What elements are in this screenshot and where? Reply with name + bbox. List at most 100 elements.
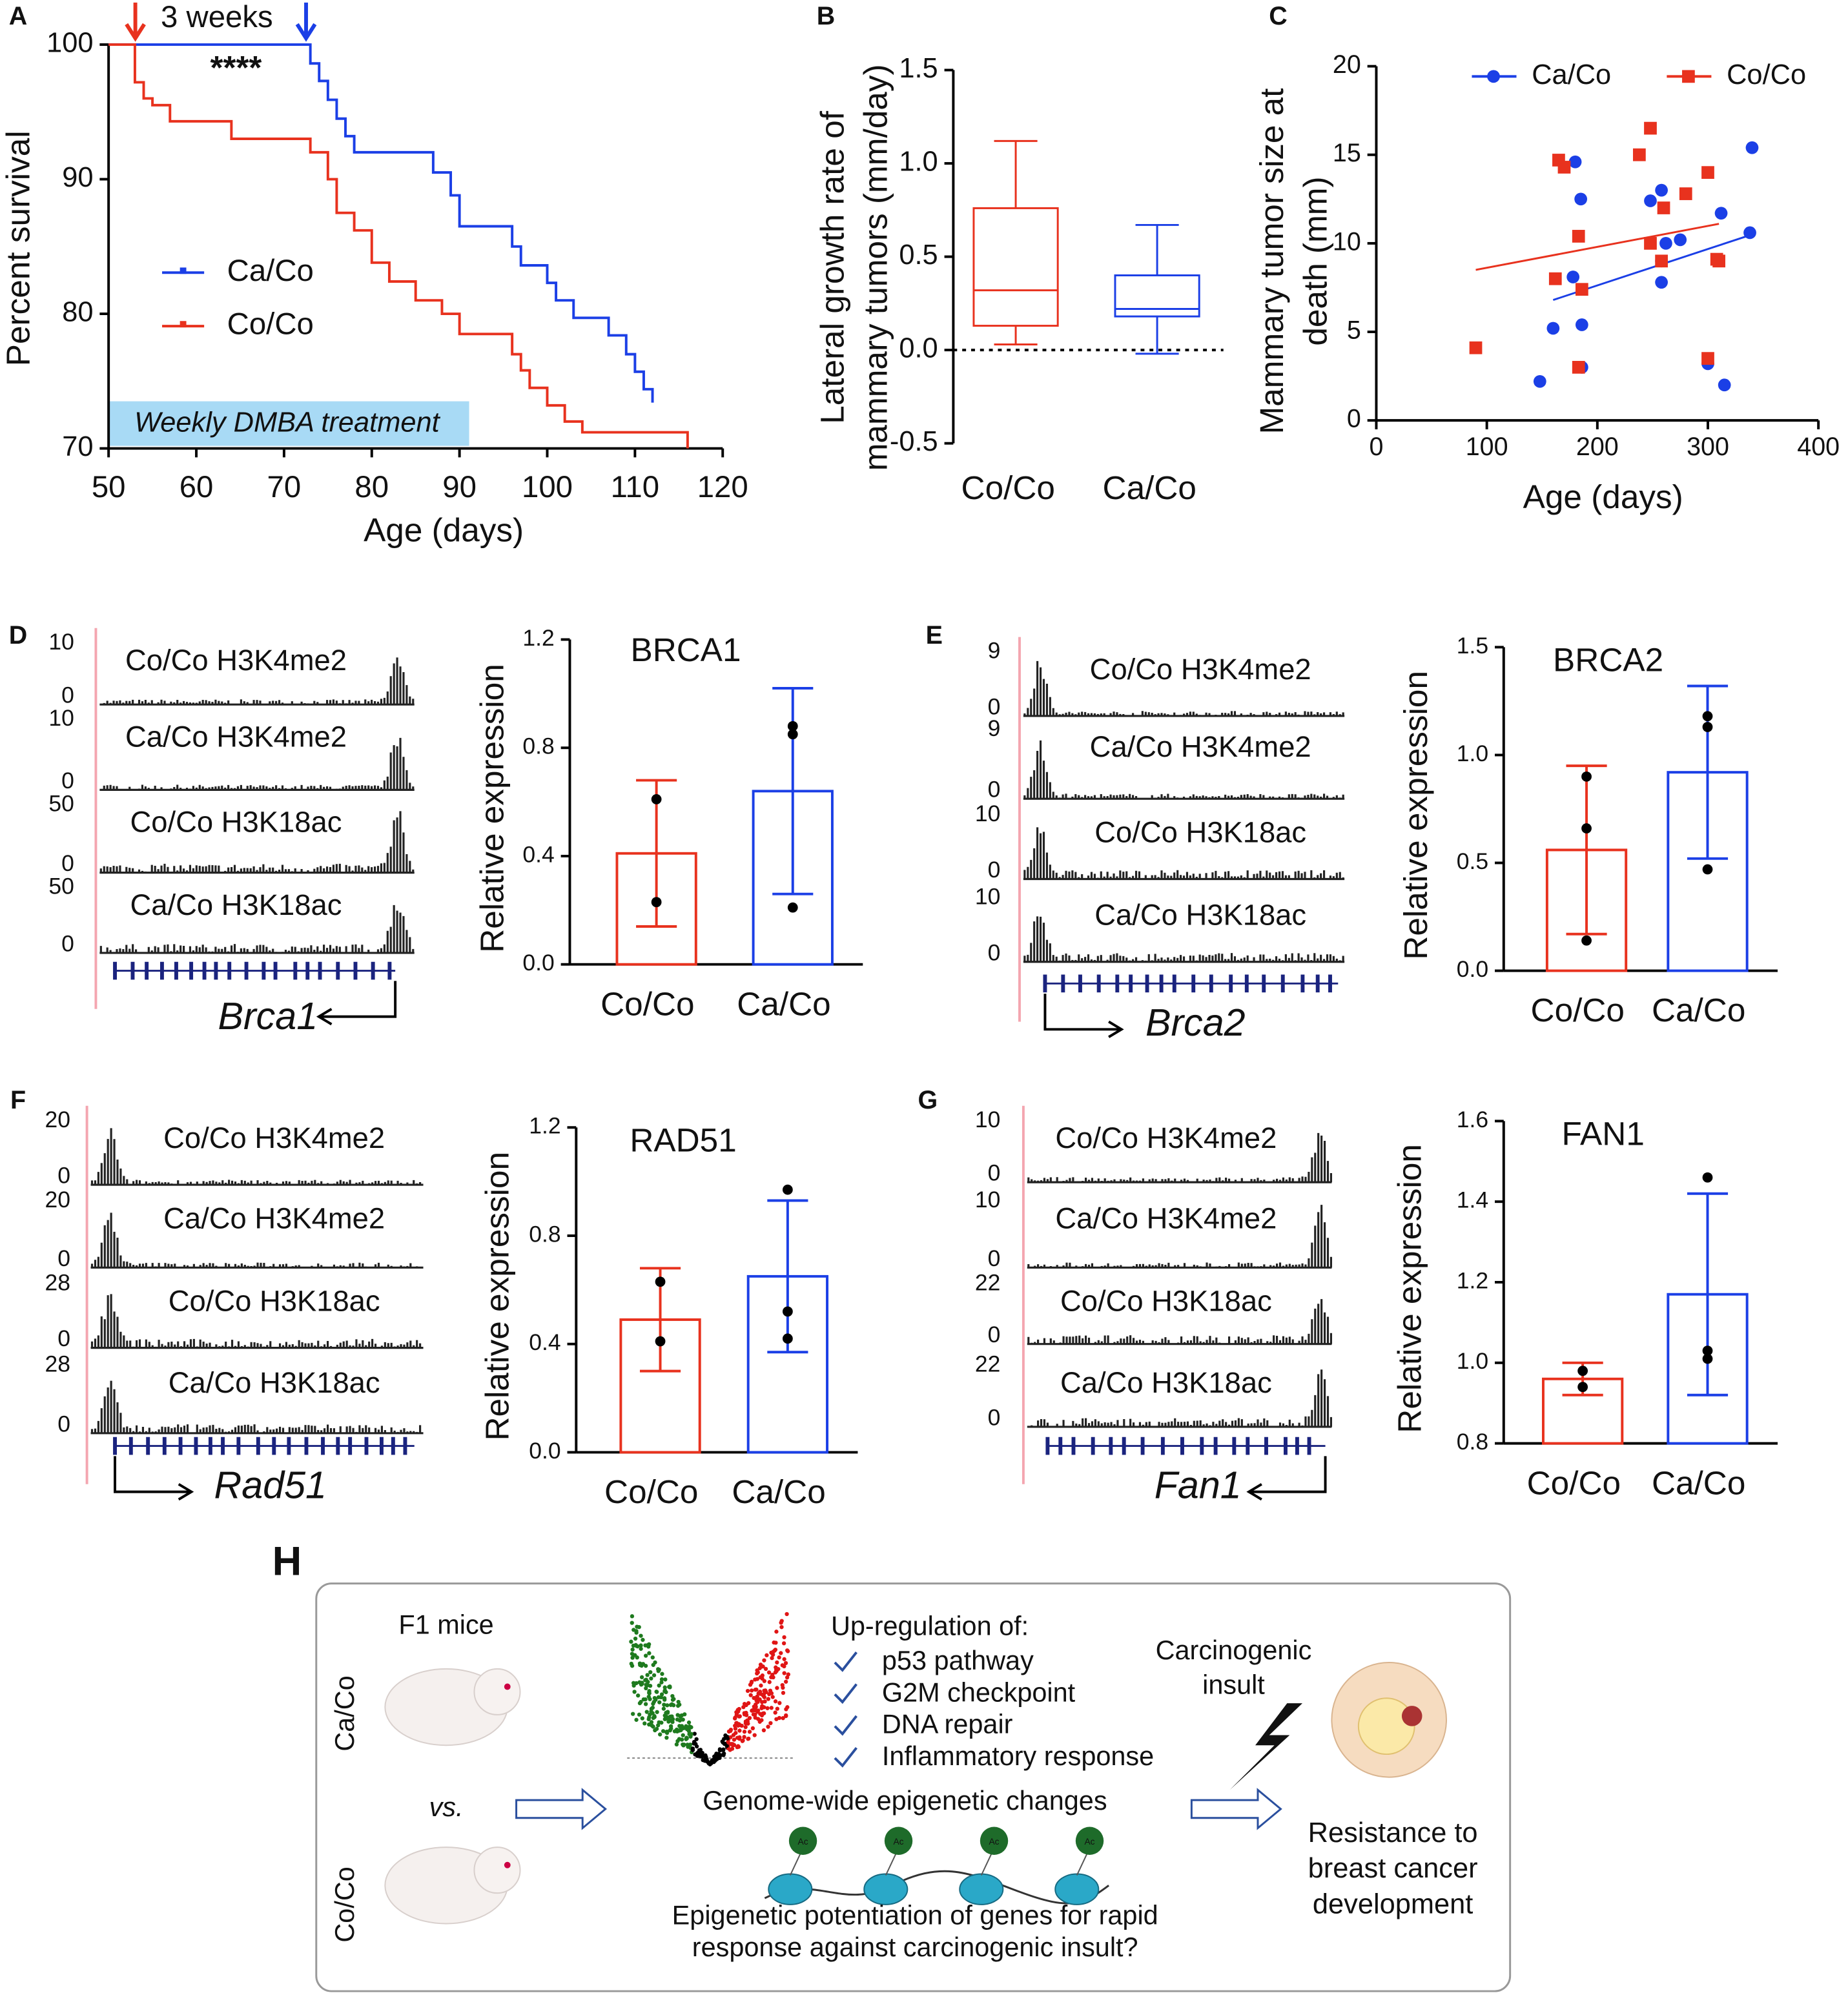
volcano-dot — [779, 1651, 783, 1655]
acetyl-label: Ac — [893, 1836, 903, 1847]
data-point — [1577, 1366, 1588, 1376]
volcano-dot — [782, 1657, 786, 1661]
volcano-dot — [659, 1677, 664, 1682]
track-label: Co/Co H3K4me2 — [1090, 653, 1311, 686]
track-scale: 0 — [57, 1163, 70, 1189]
y-axis-label: Relative expression — [1391, 1144, 1428, 1433]
chart-title: BRCA2 — [1553, 642, 1663, 679]
volcano-dot — [681, 1742, 685, 1747]
list-item: p53 pathway — [882, 1645, 1034, 1675]
acetyl-label: Ac — [989, 1836, 999, 1847]
volcano-dot — [773, 1699, 778, 1704]
volcano-dot — [648, 1670, 653, 1675]
track-label: Co/Co H3K4me2 — [125, 644, 347, 677]
volcano-dot — [647, 1651, 652, 1655]
x-tick-label: 100 — [522, 470, 573, 504]
track-scale: 0 — [57, 1411, 70, 1437]
volcano-dot — [690, 1748, 695, 1752]
y-tick-label: 0.0 — [522, 950, 554, 976]
volcano-dot — [689, 1732, 694, 1736]
y-tick-label: 1.0 — [1457, 1348, 1488, 1374]
gene-name: Brca2 — [1145, 1001, 1246, 1044]
label: breast cancer — [1308, 1853, 1478, 1884]
x-tick-label: 80 — [354, 470, 389, 504]
volcano-dot — [658, 1732, 662, 1737]
legend-label: Co/Co — [1727, 59, 1806, 90]
volcano-dot — [766, 1670, 772, 1675]
mouse-head — [473, 1847, 521, 1894]
volcano-dot — [632, 1690, 637, 1694]
y-tick-label: 100 — [46, 28, 93, 59]
acetyl — [980, 1826, 1009, 1855]
gene-exons — [1045, 1437, 1311, 1455]
volcano-dot — [756, 1691, 761, 1695]
data-point — [1581, 935, 1592, 946]
volcano-dot — [758, 1712, 763, 1716]
mouse-head — [473, 1668, 521, 1715]
x-tick-label: Co/Co — [1527, 1464, 1621, 1501]
data-point — [1702, 1353, 1713, 1364]
volcano-dot — [731, 1733, 736, 1737]
volcano-dot — [753, 1712, 757, 1717]
point — [1572, 361, 1585, 374]
mouse-eye — [504, 1683, 511, 1690]
track-scale: 9 — [988, 715, 1001, 741]
volcano-dot — [640, 1681, 644, 1685]
x-tick-label: 70 — [267, 470, 302, 504]
volcano-dot — [649, 1676, 653, 1681]
label: insult — [1202, 1669, 1265, 1699]
data-point — [782, 1184, 793, 1195]
y-tick-label: 0.0 — [899, 333, 938, 364]
y-tick-label: 1.2 — [522, 625, 554, 651]
track-signal — [99, 737, 415, 791]
track-label: Co/Co H3K18ac — [169, 1285, 380, 1318]
panel-label: A — [9, 2, 27, 30]
point — [1546, 322, 1560, 335]
volcano-dot — [750, 1726, 755, 1730]
volcano-dot — [777, 1655, 781, 1660]
data-point — [1702, 1345, 1713, 1356]
volcano-dot — [759, 1683, 763, 1688]
flow-arrow — [1190, 1788, 1282, 1830]
point — [1566, 271, 1580, 283]
volcano-dot — [785, 1648, 790, 1653]
point — [1575, 318, 1588, 331]
track-scale: 0 — [988, 1322, 1001, 1347]
volcano-dot — [651, 1715, 655, 1721]
track-scale: 10 — [975, 1187, 1000, 1212]
label: Resistance to — [1308, 1817, 1478, 1848]
track-signal — [1023, 660, 1345, 717]
x-tick-label: 0 — [1370, 433, 1384, 461]
volcano-dot — [752, 1708, 757, 1713]
box — [972, 207, 1059, 327]
volcano-dot — [734, 1711, 739, 1715]
data-point — [651, 794, 662, 804]
volcano-dot — [634, 1681, 639, 1686]
track-signal — [1027, 1132, 1333, 1183]
gene-name: Brca1 — [218, 994, 318, 1038]
x-tick-label: 100 — [1466, 433, 1508, 461]
y-tick-label: 0.4 — [529, 1329, 560, 1355]
volcano-dot — [734, 1721, 739, 1726]
y-tick-label: 0.8 — [522, 733, 554, 759]
volcano-dot — [699, 1754, 703, 1759]
y-tick-label: 0.0 — [1457, 956, 1488, 982]
legend-label: Ca/Co — [227, 254, 314, 288]
volcano-dot — [781, 1690, 786, 1695]
point — [1745, 141, 1759, 154]
list-item: G2M checkpoint — [882, 1677, 1076, 1707]
legend-label: Co/Co — [227, 307, 314, 342]
chart-title: BRCA1 — [630, 631, 741, 668]
track-signal — [90, 1128, 424, 1186]
genotype: Ca/Co — [329, 1675, 360, 1751]
volcano-dot — [662, 1697, 667, 1702]
volcano-dot — [635, 1644, 640, 1649]
volcano-dot — [685, 1743, 690, 1747]
volcano-dot — [652, 1699, 656, 1704]
volcano-dot — [661, 1706, 666, 1711]
volcano-dot — [662, 1703, 666, 1707]
volcano-dot — [780, 1683, 785, 1688]
volcano-dot — [647, 1691, 652, 1695]
volcano-dot — [662, 1713, 667, 1718]
volcano-dot — [760, 1704, 765, 1708]
